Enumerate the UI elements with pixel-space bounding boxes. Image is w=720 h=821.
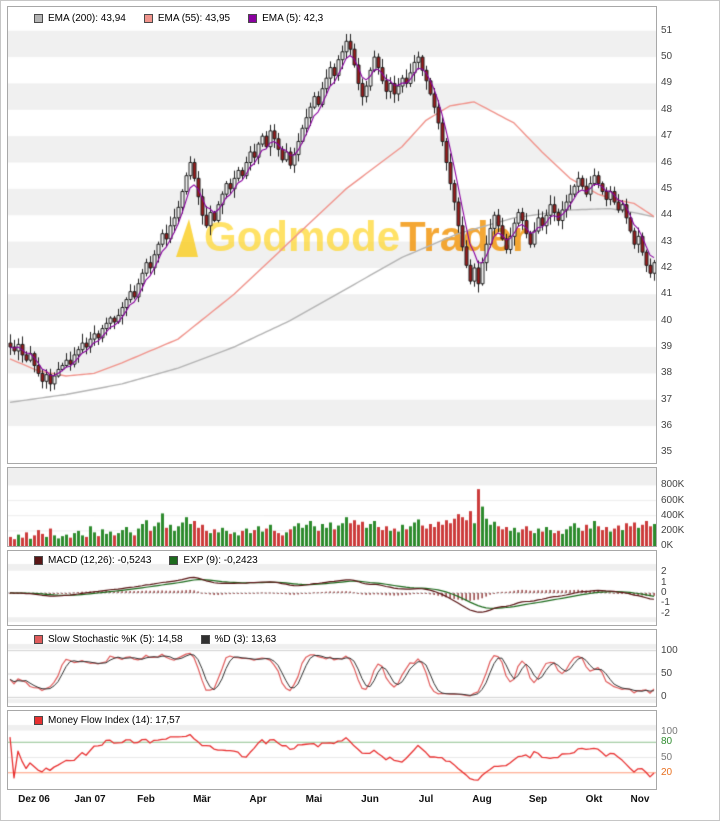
x-axis-month-label: Mai	[305, 794, 323, 805]
y-axis-tick-label: 1	[661, 576, 667, 588]
y-axis-tick-label: 20	[661, 766, 673, 778]
x-axis-month-labels: Dez 06 Jan 07 Feb Mär Apr Mai Jun Jul Aug Sep Okt N…	[7, 792, 657, 810]
y-axis-tick-label: 42	[661, 261, 673, 273]
y-axis-tick-label: 600K	[661, 494, 685, 506]
macd-legend-item: MACD (12,26): -0,5243	[34, 555, 151, 566]
ema200-label: EMA (200): 43,94	[48, 13, 126, 24]
volume-chart-canvas	[8, 468, 656, 546]
mfi-chart-canvas	[8, 711, 656, 789]
y-axis-tick-label: 46	[661, 156, 673, 168]
macd-signal-label: EXP (9): -0,2423	[183, 555, 258, 566]
price-legend: EMA (200): 43,94 EMA (55): 43,95 EMA (5)…	[34, 13, 323, 24]
price-panel: EMA (200): 43,94 EMA (55): 43,95 EMA (5)…	[7, 6, 657, 464]
y-axis-tick-label: 49	[661, 77, 673, 89]
y-axis-tick-label: 36	[661, 420, 673, 432]
y-axis-tick-label: 35	[661, 446, 673, 458]
stochastic-d-swatch	[200, 635, 210, 644]
y-axis-tick-label: 48	[661, 103, 673, 115]
stochastic-d-label: %D (3): 13,63	[214, 634, 277, 645]
y-axis-tick-label: 100	[661, 644, 678, 656]
macd-signal-legend-item: EXP (9): -0,2423	[169, 555, 258, 566]
stochastic-chart-canvas	[8, 630, 656, 706]
y-axis-tick-label: 50	[661, 51, 673, 63]
x-axis-month-label: Sep	[528, 794, 548, 805]
ema200-legend-item: EMA (200): 43,94	[34, 13, 126, 24]
y-axis-tick-label: 0	[661, 586, 667, 598]
x-axis-month-label: Jul	[418, 794, 434, 805]
x-axis-month-label: Aug	[472, 794, 492, 805]
mfi-panel: Money Flow Index (14): 17,57	[7, 710, 657, 790]
ema55-label: EMA (55): 43,95	[157, 13, 231, 24]
x-axis-month-label: Dez 06	[18, 794, 50, 805]
stochastic-d-legend-item: %D (3): 13,63	[200, 634, 277, 645]
y-axis-tick-label: 51	[661, 24, 673, 36]
x-axis-month-label: Mär	[193, 794, 211, 805]
stochastic-k-legend-item: Slow Stochastic %K (5): 14,58	[34, 634, 183, 645]
x-axis-month-label: Nov	[630, 794, 650, 805]
macd-panel: MACD (12,26): -0,5243 EXP (9): -0,2423	[7, 550, 657, 626]
stochastic-legend: Slow Stochastic %K (5): 14,58 %D (3): 13…	[34, 634, 276, 645]
x-axis-month-label: Jun	[361, 794, 379, 805]
y-axis-tick-label: 100	[661, 726, 678, 738]
ema200-swatch	[34, 14, 43, 23]
y-axis-tick-label: 2	[661, 566, 667, 578]
y-axis-tick-label: 400K	[661, 509, 685, 521]
volume-panel	[7, 467, 657, 547]
y-axis-tick-label: 0	[661, 691, 667, 703]
ema55-legend-item: EMA (55): 43,95	[143, 13, 231, 24]
mfi-legend-item: Money Flow Index (14): 17,57	[34, 715, 180, 726]
ema55-swatch	[143, 14, 153, 23]
mfi-legend: Money Flow Index (14): 17,57	[34, 715, 180, 726]
y-axis-tick-label: 37	[661, 393, 673, 405]
stochastic-panel: Slow Stochastic %K (5): 14,58 %D (3): 13…	[7, 629, 657, 707]
right-axis-labels: 51 50 49 48 47 46 45 44 43 42 41 40 39 38 37 36 35 800K 60…	[661, 1, 719, 820]
y-axis-tick-label: 47	[661, 130, 673, 142]
y-axis-tick-label: 45	[661, 182, 673, 194]
stochastic-k-swatch	[34, 635, 43, 644]
ema5-legend-item: EMA (5): 42,3	[248, 13, 323, 24]
x-axis-month-label: Jan 07	[74, 794, 106, 805]
y-axis-tick-label: 50	[661, 668, 673, 679]
macd-label: MACD (12,26): -0,5243	[48, 555, 152, 566]
macd-chart-canvas	[8, 551, 656, 625]
y-axis-tick-label: 0K	[661, 540, 674, 551]
y-axis-tick-label: -2	[661, 607, 670, 619]
y-axis-tick-label: 39	[661, 341, 673, 353]
y-axis-tick-label: 80	[661, 736, 673, 748]
y-axis-tick-label: 50	[661, 751, 673, 763]
y-axis-tick-label: -1	[661, 597, 670, 609]
mfi-swatch	[34, 716, 43, 725]
ema5-label: EMA (5): 42,3	[262, 13, 324, 24]
y-axis-tick-label: 43	[661, 235, 673, 247]
stochastic-k-label: Slow Stochastic %K (5): 14,58	[48, 634, 183, 645]
y-axis-tick-label: 40	[661, 314, 673, 326]
y-axis-tick-label: 800K	[661, 479, 685, 491]
macd-swatch	[34, 556, 43, 565]
y-axis-tick-label: 38	[661, 367, 673, 379]
y-axis-tick-label: 200K	[661, 524, 685, 536]
y-axis-tick-label: 41	[661, 288, 673, 300]
x-axis-month-label: Apr	[249, 794, 267, 805]
x-axis-month-label: Okt	[585, 794, 603, 805]
mfi-label: Money Flow Index (14): 17,57	[48, 715, 181, 726]
x-axis-month-label: Feb	[137, 794, 155, 805]
macd-legend: MACD (12,26): -0,5243 EXP (9): -0,2423	[34, 555, 258, 566]
ema5-swatch	[248, 14, 258, 23]
macd-signal-swatch	[169, 556, 179, 565]
price-chart-canvas	[8, 7, 656, 463]
y-axis-tick-label: 44	[661, 209, 673, 221]
